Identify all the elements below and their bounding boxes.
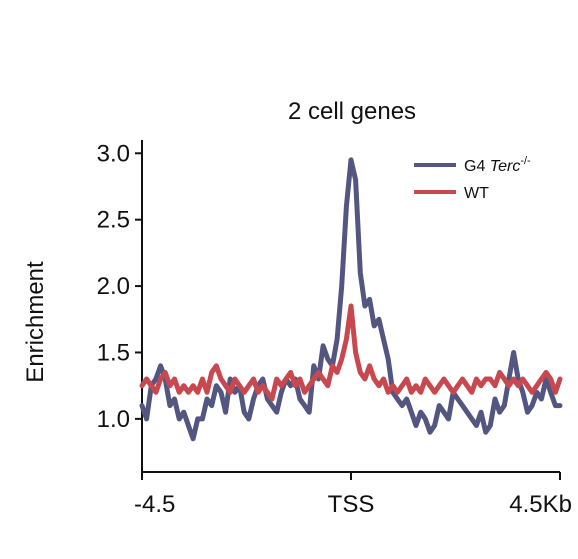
legend-label: G4 Terc-/- [464,155,531,175]
y-tick-label: 1.0 [97,406,130,433]
x-tick-label: -4.5 [134,491,175,518]
chart-title: 2 cell genes [288,98,416,125]
legend-label-italic: Terc [490,158,521,175]
x-tick-label: 4.5Kb [509,491,572,518]
legend-label-superscript: -/- [520,155,531,167]
series-line-wt [139,303,563,402]
legend: G4 Terc-/- WT [414,155,531,202]
y-tick-label: 3.0 [97,140,130,167]
legend-label-main: G4 [464,158,490,175]
series-group [139,157,563,442]
y-axis-ticks: 1.0 1.5 2.0 2.5 3.0 [97,140,142,433]
y-tick-label: 2.0 [97,273,130,300]
legend-label-main: WT [464,185,489,202]
y-tick-label: 2.5 [97,207,130,234]
series-line-g4-terc [139,157,563,442]
y-tick-label: 1.5 [97,339,130,366]
y-axis-label: Enrichment [22,261,49,383]
x-tick-label: TSS [328,491,375,518]
legend-label: WT [464,185,489,202]
x-axis-ticks: -4.5 TSS 4.5Kb [134,472,572,518]
